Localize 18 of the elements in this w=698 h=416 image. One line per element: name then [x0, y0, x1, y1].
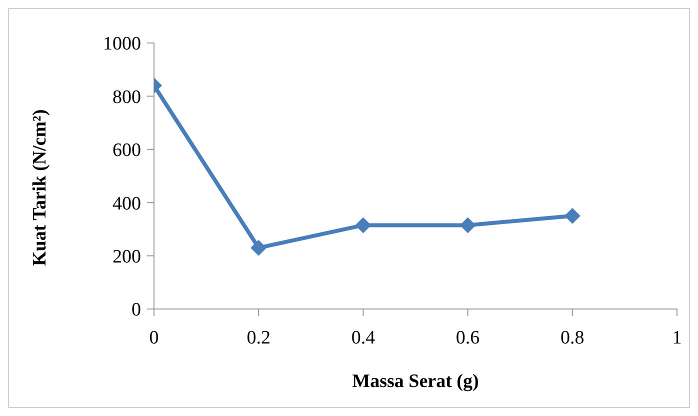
- x-tick-label: 0.2: [246, 327, 270, 348]
- point: [564, 208, 580, 224]
- point: [250, 240, 267, 256]
- x-tick-label: 0.6: [456, 327, 480, 348]
- y-tick-label: 800: [112, 86, 141, 108]
- y-axis-title: Kuat Tarik (N/cm²): [30, 109, 51, 266]
- x-tick-label: 1: [672, 327, 682, 348]
- x-tick-label: 0: [149, 327, 159, 348]
- y-tick-label: 400: [112, 193, 141, 214]
- point: [355, 217, 372, 234]
- x-tick-label: 0.8: [560, 327, 584, 348]
- x-tick-label: 0.4: [351, 327, 376, 348]
- x-axis-title: Massa Serat (g): [352, 371, 479, 392]
- y-tick-label: 600: [112, 140, 141, 162]
- y-tick-label: 1000: [103, 34, 141, 55]
- y-tick-label: 200: [112, 246, 141, 268]
- point: [460, 217, 476, 234]
- y-tick-label: 0: [132, 300, 141, 321]
